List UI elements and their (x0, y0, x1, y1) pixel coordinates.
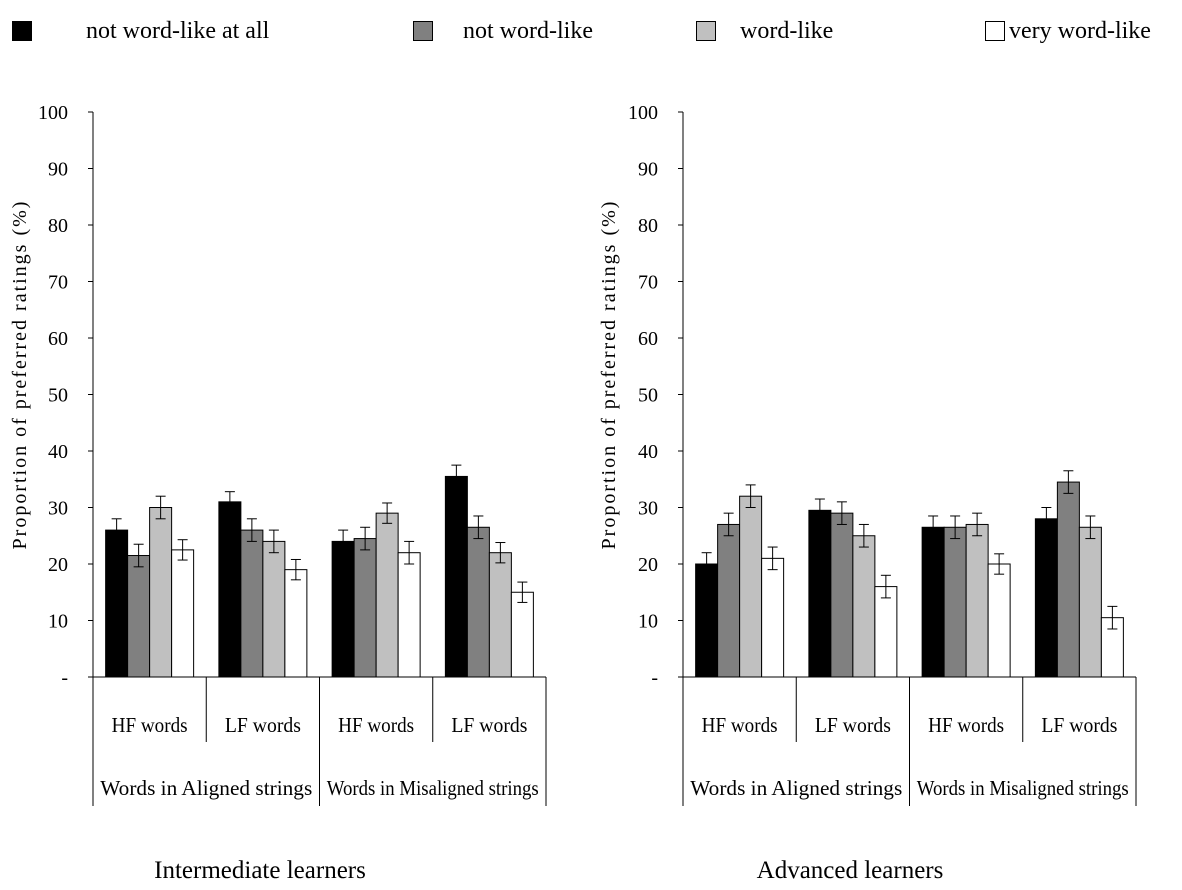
y-tick-label: 40 (638, 441, 658, 463)
bar (353, 538, 377, 678)
y-tick-label: 30 (638, 498, 658, 520)
legend-swatch-white (985, 21, 1005, 41)
x-group-label: Words in Misaligned strings (917, 776, 1129, 800)
bar (171, 549, 195, 678)
bar (852, 535, 876, 678)
x-category-label: HF words (338, 713, 414, 737)
chart-title: Advanced learners (757, 857, 944, 884)
legend-label: word-like (740, 17, 834, 44)
bar (444, 475, 468, 678)
x-category-label: LF words (815, 713, 891, 737)
y-tick-label: 10 (638, 611, 658, 633)
bar (943, 526, 967, 678)
bar (466, 526, 490, 678)
legend-label: not word-like at all (86, 17, 270, 44)
bar (874, 586, 898, 678)
bar (127, 555, 151, 678)
y-tick-label: - (61, 667, 68, 689)
bar (830, 512, 854, 678)
bar (739, 495, 763, 678)
y-tick-label: 100 (628, 102, 658, 124)
chart-panel-2: - 10 20 30 40 50 60 70 80 90 100 Proportion of pref… (598, 102, 1137, 884)
legend-item-word-like: word-like (696, 14, 833, 48)
x-group-label: Words in Aligned strings (100, 776, 312, 800)
bar (921, 526, 945, 678)
bar (965, 523, 989, 678)
legend-swatch-black (12, 21, 32, 41)
bar (284, 569, 308, 678)
legend-swatch-light-gray (696, 21, 716, 41)
y-axis-label: Proportion of preferred ratings (%) (598, 200, 620, 550)
chart-title: Intermediate learners (154, 857, 366, 884)
chart-panel-1: - 10 20 30 40 50 60 70 80 90 100 Proportion of pref… (9, 102, 547, 884)
x-category-label: LF words (451, 713, 527, 737)
legend-item-very-word-like: very word-like (985, 14, 1151, 48)
legend-label: not word-like (463, 17, 593, 44)
y-tick-label: 40 (48, 441, 68, 463)
x-category-label: HF words (928, 713, 1004, 737)
bar (510, 591, 534, 678)
x-category-label: LF words (1041, 713, 1117, 737)
y-tick-label: 80 (48, 215, 68, 237)
y-tick-label: 50 (48, 385, 68, 407)
y-tick-label: 20 (638, 554, 658, 576)
legend-item-not-word-like-at-all: not word-like at all (12, 14, 269, 48)
y-tick-label: - (651, 667, 658, 689)
y-tick-label: 80 (638, 215, 658, 237)
bar (240, 529, 264, 678)
y-tick-label: 30 (48, 498, 68, 520)
bar (488, 552, 512, 678)
x-category-label: HF words (702, 713, 778, 737)
bar (1056, 481, 1080, 678)
y-tick-label: 60 (48, 328, 68, 350)
bar (331, 540, 355, 678)
y-tick-label: 60 (638, 328, 658, 350)
y-tick-label: 100 (38, 102, 68, 124)
bar (987, 563, 1011, 678)
bar (397, 552, 421, 678)
legend-swatch-dark-gray (413, 21, 433, 41)
bar (808, 509, 832, 678)
x-category-label: LF words (225, 713, 301, 737)
y-tick-label: 20 (48, 554, 68, 576)
chart-legend: not word-like at all not word-like word-… (0, 0, 1182, 70)
bar (695, 563, 719, 678)
bar (262, 540, 286, 678)
bar (1034, 518, 1058, 678)
x-category-label: HF words (112, 713, 188, 737)
y-tick-label: 10 (48, 611, 68, 633)
y-axis-label: Proportion of preferred ratings (%) (9, 200, 31, 550)
y-tick-label: 50 (638, 385, 658, 407)
y-tick-label: 90 (638, 159, 658, 181)
bar (149, 507, 173, 678)
y-tick-label: 70 (48, 272, 68, 294)
bar (218, 501, 242, 678)
x-group-label: Words in Misaligned strings (327, 776, 539, 800)
y-tick-label: 90 (48, 159, 68, 181)
legend-label: very word-like (1009, 17, 1151, 44)
bar (761, 557, 785, 678)
bar (1078, 526, 1102, 678)
x-group-label: Words in Aligned strings (690, 776, 902, 800)
bar (717, 523, 741, 678)
bar (105, 529, 129, 678)
bar (375, 512, 399, 678)
legend-item-not-word-like: not word-like (413, 14, 593, 48)
y-tick-label: 70 (638, 272, 658, 294)
